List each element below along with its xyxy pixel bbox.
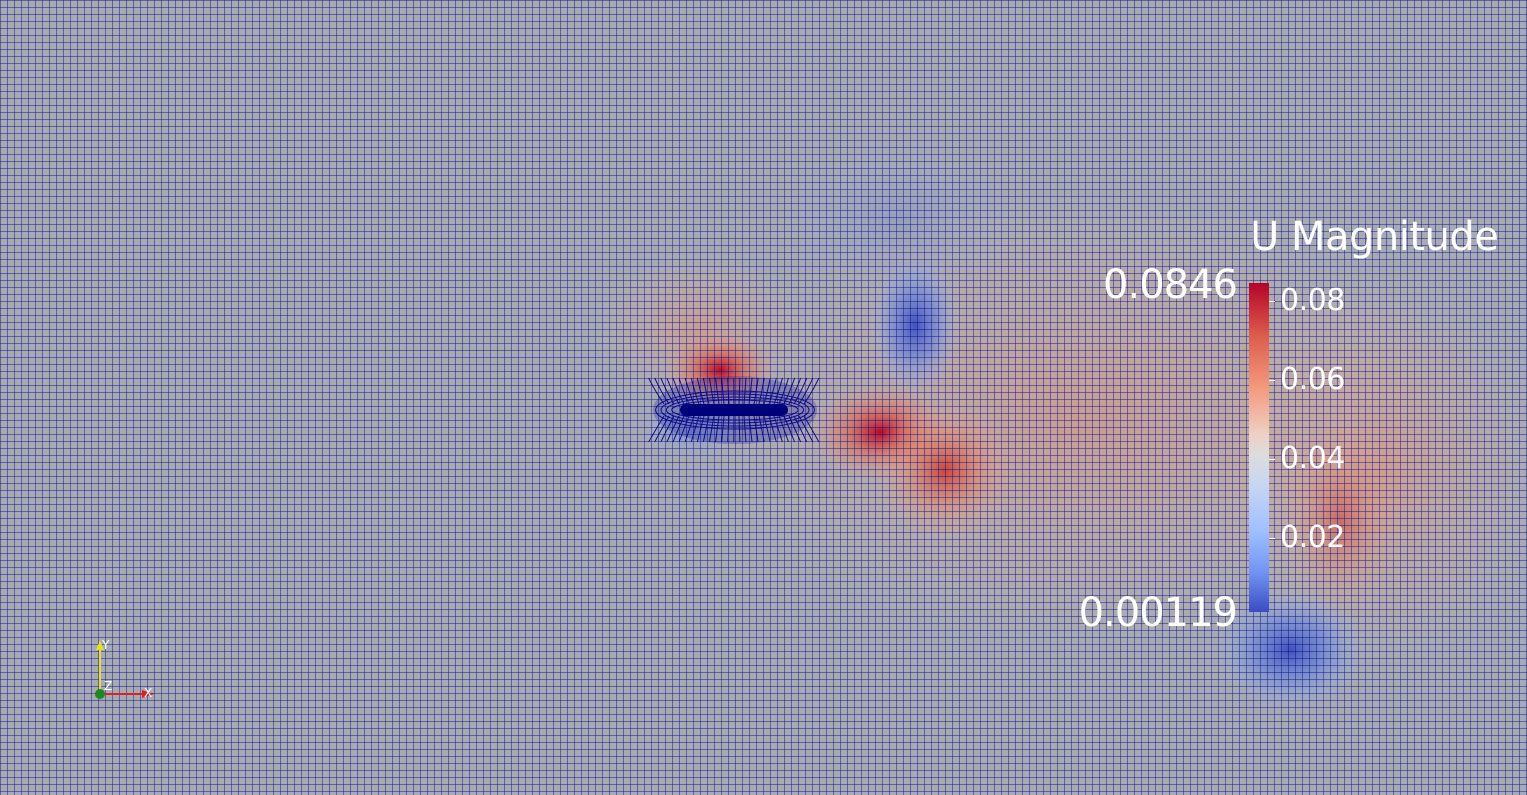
z-axis-label: Z bbox=[104, 679, 113, 693]
legend-min-value: 0.00119 bbox=[1078, 590, 1238, 636]
y-axis-label: Y bbox=[102, 638, 110, 652]
legend-tick-label: 0.04 bbox=[1280, 440, 1345, 476]
legend-tick-mark bbox=[1269, 301, 1275, 303]
legend-tick-mark bbox=[1269, 537, 1275, 539]
orientation-axes bbox=[95, 640, 154, 699]
z-axis-marker bbox=[95, 689, 105, 699]
legend-max-value: 0.0846 bbox=[1103, 262, 1238, 308]
legend-tick-label: 0.08 bbox=[1280, 283, 1345, 319]
legend-tick-mark bbox=[1269, 458, 1275, 460]
legend-tick-mark bbox=[1269, 380, 1275, 382]
x-axis-label: X bbox=[144, 686, 153, 700]
legend-title: U Magnitude bbox=[1250, 214, 1499, 260]
legend-tick-label: 0.02 bbox=[1280, 519, 1345, 555]
color-bar[interactable] bbox=[1249, 283, 1269, 612]
body-mesh-cluster bbox=[648, 376, 820, 444]
legend-tick-label: 0.06 bbox=[1280, 362, 1345, 398]
